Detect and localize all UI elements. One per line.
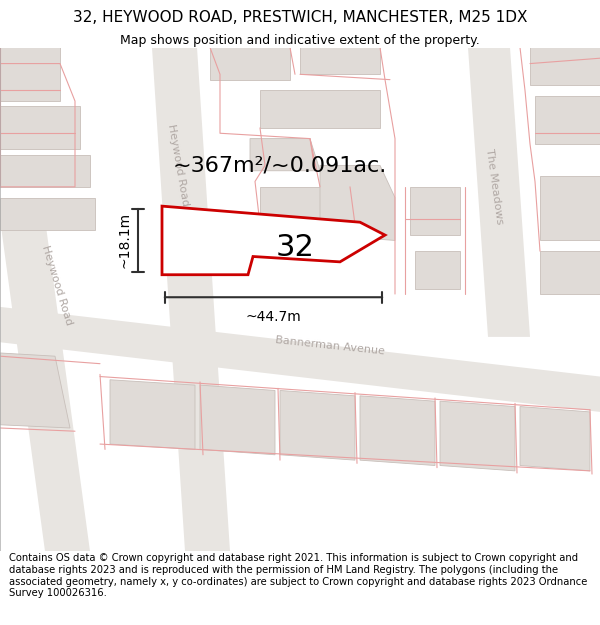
Polygon shape: [320, 166, 395, 241]
Text: The Meadows: The Meadows: [484, 148, 504, 226]
Text: Heywood Road: Heywood Road: [40, 244, 74, 327]
Polygon shape: [540, 176, 600, 241]
Polygon shape: [0, 219, 90, 551]
Polygon shape: [200, 385, 275, 455]
Polygon shape: [280, 391, 355, 460]
Polygon shape: [210, 48, 290, 79]
Polygon shape: [250, 139, 320, 171]
Text: Map shows position and indicative extent of the property.: Map shows position and indicative extent…: [120, 34, 480, 48]
Polygon shape: [468, 48, 530, 337]
Text: Heywood Road: Heywood Road: [166, 124, 190, 208]
Polygon shape: [110, 380, 195, 449]
Polygon shape: [440, 401, 515, 471]
Polygon shape: [415, 251, 460, 289]
Polygon shape: [530, 48, 600, 85]
Text: Contains OS data © Crown copyright and database right 2021. This information is : Contains OS data © Crown copyright and d…: [9, 554, 587, 598]
Text: 32: 32: [275, 233, 314, 262]
Text: ~18.1m: ~18.1m: [118, 213, 132, 269]
Polygon shape: [0, 106, 80, 149]
Polygon shape: [360, 396, 435, 466]
Polygon shape: [162, 206, 385, 275]
Polygon shape: [410, 187, 460, 235]
Text: ~44.7m: ~44.7m: [245, 310, 301, 324]
Polygon shape: [260, 91, 380, 128]
Text: ~367m²/~0.091ac.: ~367m²/~0.091ac.: [173, 156, 387, 176]
Polygon shape: [535, 96, 600, 144]
Polygon shape: [260, 187, 350, 219]
Polygon shape: [0, 353, 70, 428]
Polygon shape: [0, 198, 95, 230]
Polygon shape: [0, 154, 90, 187]
Polygon shape: [0, 48, 60, 101]
Polygon shape: [540, 251, 600, 294]
Polygon shape: [520, 406, 590, 471]
Polygon shape: [0, 307, 600, 412]
Polygon shape: [300, 48, 380, 74]
Polygon shape: [152, 48, 230, 551]
Text: 32, HEYWOOD ROAD, PRESTWICH, MANCHESTER, M25 1DX: 32, HEYWOOD ROAD, PRESTWICH, MANCHESTER,…: [73, 9, 527, 24]
Text: Bannerman Avenue: Bannerman Avenue: [275, 335, 385, 356]
